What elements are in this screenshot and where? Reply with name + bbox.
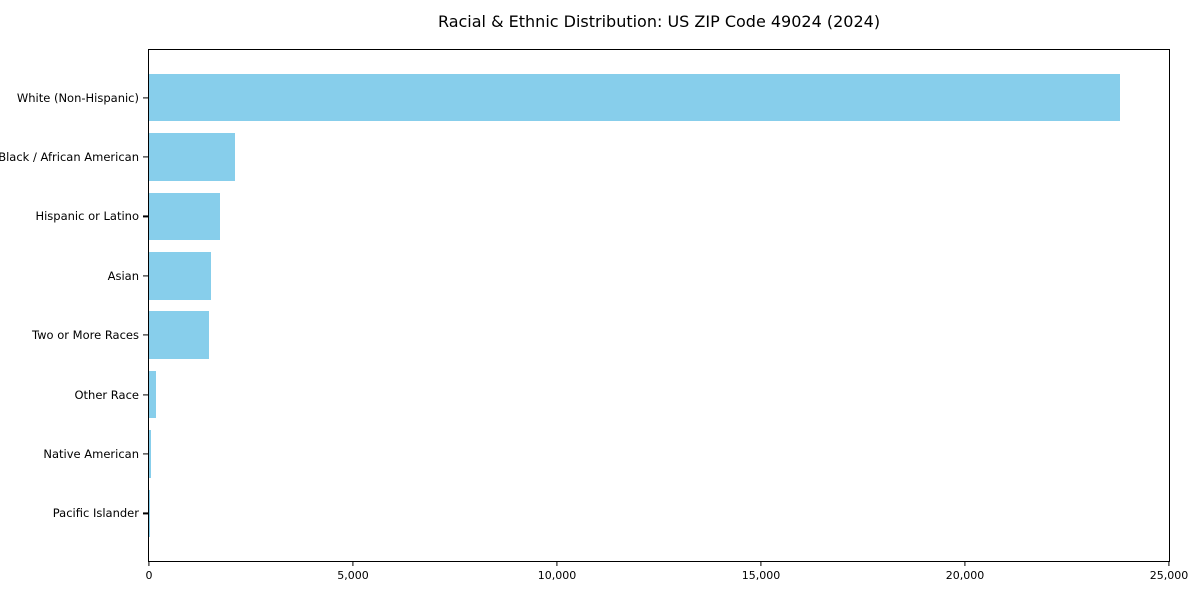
- bar-row: White (Non-Hispanic): [17, 68, 1169, 127]
- category-label: Hispanic or Latino: [35, 209, 139, 224]
- bar-row: Pacific Islander: [53, 484, 1169, 543]
- category-label: Asian: [107, 268, 139, 283]
- plot-area: White (Non-Hispanic) Black / African Amer…: [0, 49, 1188, 582]
- x-tick: [760, 561, 762, 566]
- category-label: White (Non-Hispanic): [16, 90, 139, 105]
- y-tick: [143, 275, 148, 277]
- bar: [149, 192, 221, 241]
- category-label: Pacific Islander: [52, 506, 139, 521]
- bar: [149, 311, 210, 359]
- category-label: Native American: [43, 446, 139, 461]
- bar: [149, 430, 151, 478]
- bar-row: Asian: [108, 246, 1169, 305]
- y-tick: [143, 215, 148, 218]
- y-tick: [143, 97, 148, 99]
- x-tick-label: 15,000: [741, 569, 781, 582]
- x-tick: [148, 561, 150, 566]
- x-tick-label: 5,000: [337, 569, 369, 582]
- category-label: Two or More Races: [32, 328, 139, 343]
- y-tick: [143, 156, 148, 158]
- x-tick: [352, 561, 354, 566]
- bar-row: Native American: [43, 424, 1169, 483]
- bar: [149, 252, 212, 300]
- x-tick: [1168, 561, 1170, 566]
- y-tick: [143, 393, 148, 396]
- bars-area: White (Non-Hispanic) Black / African Amer…: [0, 68, 1169, 543]
- y-tick: [143, 453, 148, 455]
- x-tick: [964, 561, 966, 566]
- y-tick: [143, 334, 148, 336]
- x-tick-label: 0: [145, 569, 153, 582]
- x-tick: [556, 561, 558, 566]
- x-tick-label: 20,000: [945, 569, 985, 582]
- category-label: Other Race: [74, 387, 140, 402]
- bar-row: Black / African American: [0, 127, 1169, 186]
- bar: [149, 133, 235, 181]
- category-label: Black / African American: [0, 150, 139, 165]
- bar: [149, 73, 1121, 122]
- x-tick-label: 25,000: [1149, 569, 1189, 582]
- bar-row: Other Race: [75, 365, 1169, 424]
- x-tick-label: 10,000: [537, 569, 577, 582]
- y-tick: [143, 512, 148, 514]
- bar-row: Two or More Races: [32, 306, 1169, 365]
- chart-title: Racial & Ethnic Distribution: US ZIP Cod…: [437, 12, 881, 31]
- bar-row: Hispanic or Latino: [35, 187, 1169, 246]
- bar: [149, 370, 157, 419]
